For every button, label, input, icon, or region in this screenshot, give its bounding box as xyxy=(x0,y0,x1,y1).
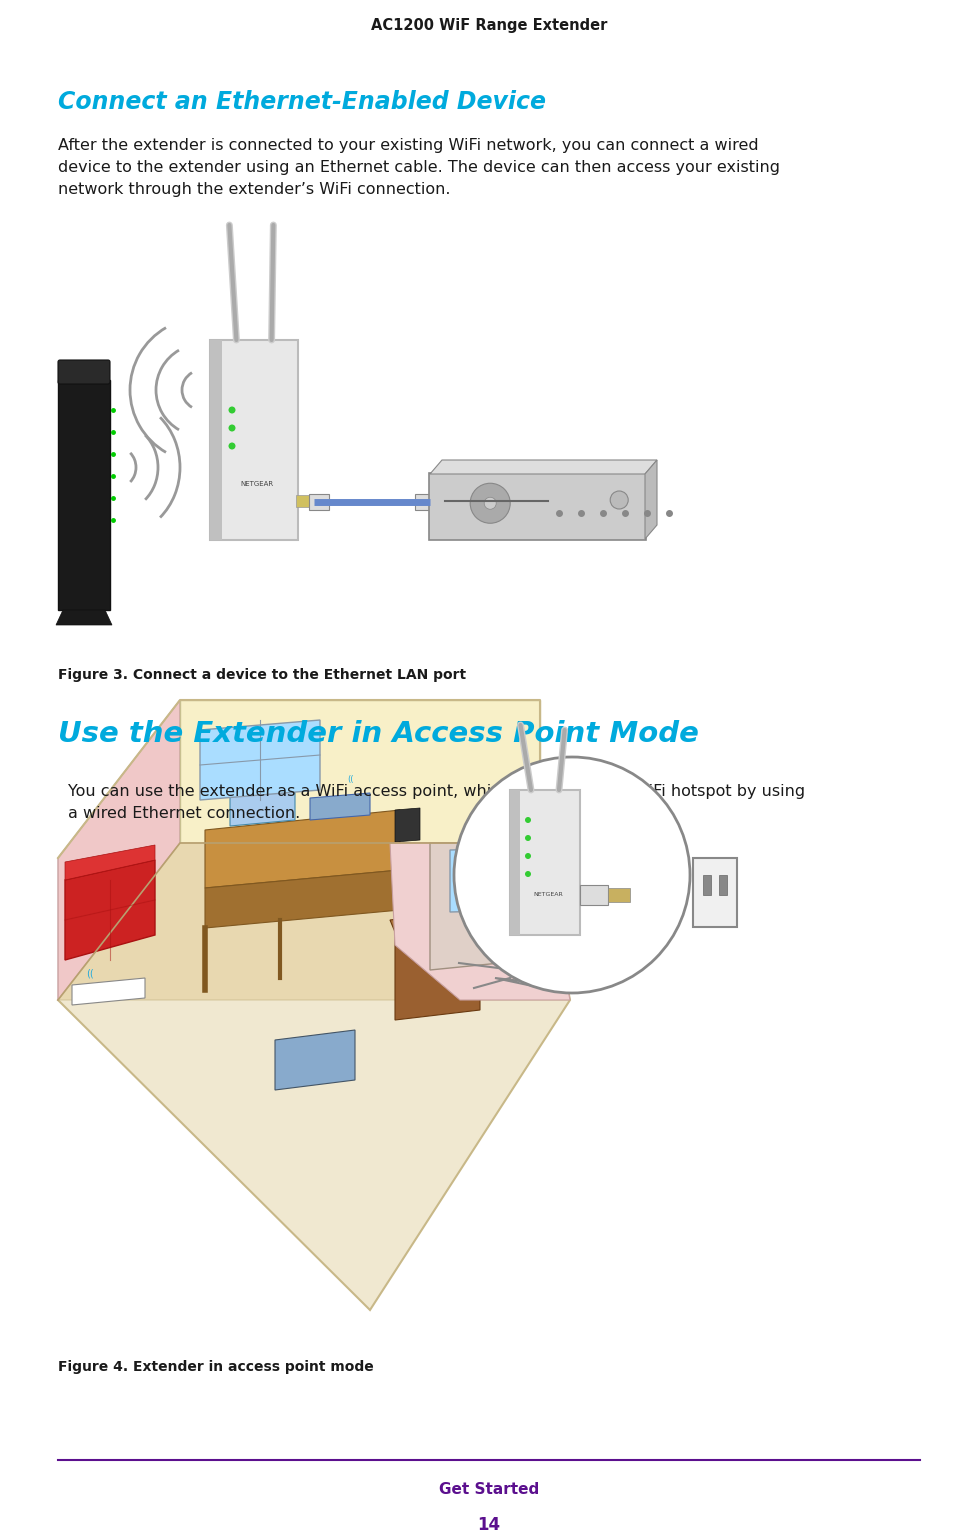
FancyBboxPatch shape xyxy=(579,885,608,905)
Polygon shape xyxy=(494,979,581,988)
Polygon shape xyxy=(58,844,570,1000)
Text: network through the extender’s WiFi connection.: network through the extender’s WiFi conn… xyxy=(58,183,450,196)
FancyBboxPatch shape xyxy=(702,874,710,894)
Text: ((: (( xyxy=(347,775,353,784)
Polygon shape xyxy=(64,861,154,960)
Circle shape xyxy=(453,756,690,992)
Polygon shape xyxy=(395,917,480,1020)
Polygon shape xyxy=(58,700,180,1000)
FancyBboxPatch shape xyxy=(718,874,726,894)
Polygon shape xyxy=(449,848,530,913)
Polygon shape xyxy=(64,845,154,881)
Circle shape xyxy=(610,491,627,509)
Text: Use the Extender in Access Point Mode: Use the Extender in Access Point Mode xyxy=(58,719,699,749)
Circle shape xyxy=(484,497,495,509)
FancyBboxPatch shape xyxy=(309,494,328,509)
Text: NETGEAR: NETGEAR xyxy=(532,891,563,897)
FancyBboxPatch shape xyxy=(509,790,520,936)
Circle shape xyxy=(229,425,235,431)
Text: AC1200 WiF Range Extender: AC1200 WiF Range Extender xyxy=(370,18,607,34)
FancyBboxPatch shape xyxy=(414,494,435,509)
Polygon shape xyxy=(205,810,400,888)
Polygon shape xyxy=(205,870,400,928)
Polygon shape xyxy=(275,1029,355,1091)
Polygon shape xyxy=(72,979,145,1005)
Text: Figure 4. Extender in access point mode: Figure 4. Extender in access point mode xyxy=(58,1361,373,1374)
Circle shape xyxy=(525,853,531,859)
Text: ((: (( xyxy=(476,885,483,894)
FancyBboxPatch shape xyxy=(58,380,109,611)
Polygon shape xyxy=(310,793,369,821)
Circle shape xyxy=(229,407,235,414)
Text: device to the extender using an Ethernet cable. The device can then access your : device to the extender using an Ethernet… xyxy=(58,160,780,175)
Polygon shape xyxy=(430,844,530,969)
Text: After the extender is connected to your existing WiFi network, you can connect a: After the extender is connected to your … xyxy=(58,138,758,153)
Circle shape xyxy=(525,818,531,824)
FancyBboxPatch shape xyxy=(429,472,646,540)
FancyBboxPatch shape xyxy=(58,360,109,384)
FancyBboxPatch shape xyxy=(693,858,737,927)
Text: ((: (( xyxy=(86,968,94,979)
Polygon shape xyxy=(645,460,657,538)
Polygon shape xyxy=(488,841,504,870)
Circle shape xyxy=(229,442,235,449)
Polygon shape xyxy=(56,611,112,624)
Circle shape xyxy=(525,871,531,877)
Circle shape xyxy=(470,483,510,523)
FancyBboxPatch shape xyxy=(509,790,579,936)
Text: Figure 3. Connect a device to the Ethernet LAN port: Figure 3. Connect a device to the Ethern… xyxy=(58,667,466,683)
FancyBboxPatch shape xyxy=(296,495,314,508)
Polygon shape xyxy=(199,719,319,801)
Circle shape xyxy=(525,834,531,841)
Text: NETGEAR: NETGEAR xyxy=(240,482,274,486)
FancyBboxPatch shape xyxy=(608,888,629,902)
Text: 14: 14 xyxy=(477,1516,500,1534)
Polygon shape xyxy=(390,908,489,933)
FancyBboxPatch shape xyxy=(210,341,222,540)
Polygon shape xyxy=(230,784,295,825)
Text: Connect an Ethernet-Enabled Device: Connect an Ethernet-Enabled Device xyxy=(58,91,545,114)
Polygon shape xyxy=(58,844,570,1310)
Polygon shape xyxy=(180,700,539,844)
FancyBboxPatch shape xyxy=(210,341,298,540)
Polygon shape xyxy=(430,460,657,474)
Text: a wired Ethernet connection.: a wired Ethernet connection. xyxy=(68,805,300,821)
Text: You can use the extender as a WiFi access point, which creates a new WiFi hotspo: You can use the extender as a WiFi acces… xyxy=(68,784,804,799)
Polygon shape xyxy=(390,844,570,1000)
Text: Get Started: Get Started xyxy=(439,1482,538,1497)
Polygon shape xyxy=(395,808,419,842)
